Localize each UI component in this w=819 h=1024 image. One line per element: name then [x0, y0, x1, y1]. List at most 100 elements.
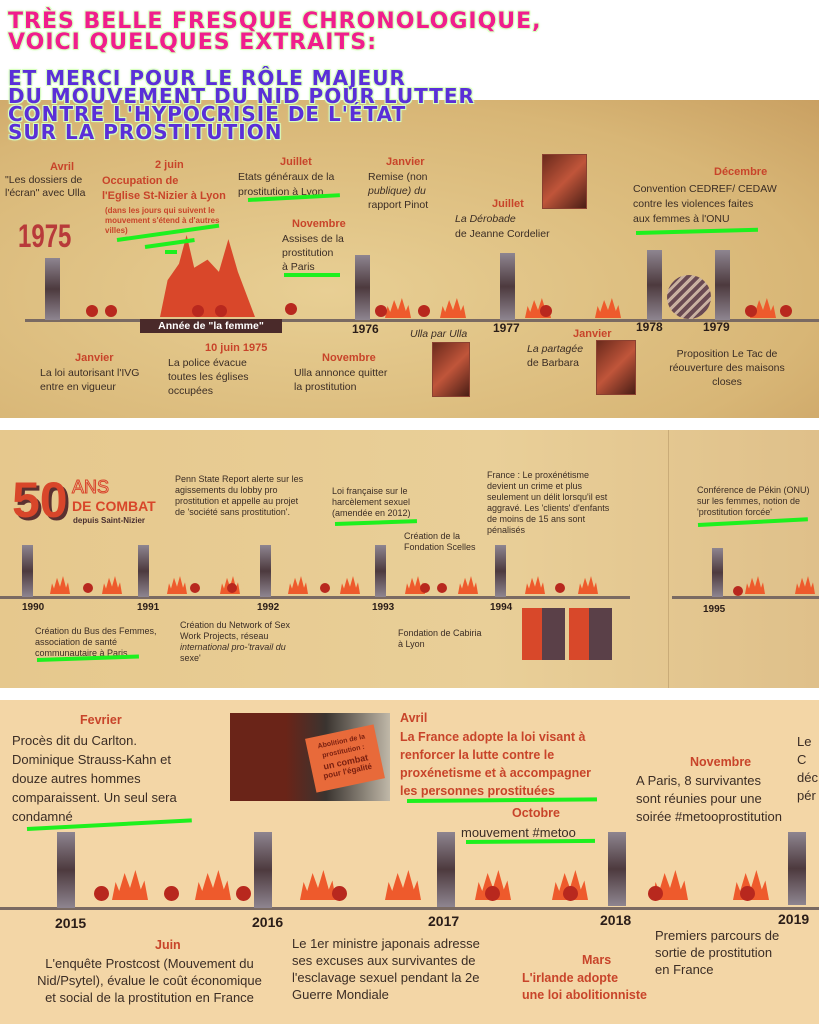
event-dot: [485, 886, 500, 901]
year-label: 1976: [352, 322, 379, 336]
event-month: 10 juin 1975: [205, 342, 268, 354]
cathedral-icon: [50, 576, 70, 594]
event-note: (dans les jours qui suivent le mouvement …: [105, 206, 220, 235]
event-text: Loi française sur le harcèlement sexuel (a…: [332, 486, 411, 518]
year-label: 2019: [778, 911, 810, 927]
event-month: Janvier: [75, 352, 114, 364]
event-text: mouvement #metoo: [461, 825, 576, 840]
year-pillar: [715, 250, 730, 320]
timeline-axis: [672, 596, 819, 599]
cathedral-icon: [300, 870, 336, 900]
year-pillar: [712, 548, 723, 597]
highlight-underline: [635, 227, 759, 235]
year-label: 2015: [55, 915, 87, 931]
subtitle-line: ET MERCI POUR LE RÔLE MAJEUR: [8, 66, 406, 90]
event-dot: [420, 583, 430, 593]
event-month: Janvier: [573, 328, 612, 340]
event-text: Assises de la prostitution à Paris: [282, 233, 344, 273]
cathedral-icon: [525, 576, 545, 594]
year-label: 2017: [428, 913, 460, 929]
cathedral-icon: [195, 870, 231, 900]
year-label: 1977: [493, 321, 520, 335]
event-month: Mars: [582, 953, 612, 967]
event-text: Ulla par Ulla: [410, 328, 468, 340]
event-text: Convention CEDREF/ CEDAW contre les viole…: [633, 183, 777, 225]
event-text: Fondation de Cabiria à Lyon: [398, 628, 482, 649]
event-dot: [375, 305, 387, 317]
cathedral-icon: [385, 870, 421, 900]
event-text: Premiers parcours de sortie de prostituti…: [655, 928, 780, 977]
year-label: 1991: [137, 602, 160, 613]
logo-combat: DE COMBAT: [72, 498, 156, 514]
event-month: Fevrier: [80, 713, 122, 727]
event-dot: [190, 583, 200, 593]
event-text: Création du Bus des Femmes, association d…: [35, 626, 157, 658]
event-text: Le 1er ministre japonais adresse ses excu…: [292, 936, 480, 1002]
event-dot: [236, 886, 251, 901]
event-text: Remise (non publique) du rapport Pinot: [368, 171, 429, 211]
event-month: Juillet: [492, 198, 524, 210]
event-text: Occupation de l'Eglise St-Nizier à Lyon: [102, 175, 226, 202]
event-month: Novembre: [292, 218, 346, 230]
logo-ans: ANS: [71, 477, 110, 497]
event-dot: [733, 586, 743, 596]
event-dot: [648, 886, 663, 901]
year-label: 2016: [252, 914, 284, 930]
event-text: Conférence de Pékin (ONU) sur les femmes,…: [697, 485, 810, 517]
raised-fists-illustration: [522, 608, 612, 660]
cathedral-icon: [288, 576, 308, 594]
event-dot: [437, 583, 447, 593]
year-pillar: [355, 255, 370, 320]
event-text: L'enquête Prostcost (Mouvement du Nid/Psy…: [37, 956, 262, 1005]
event-dot: [740, 886, 755, 901]
event-month: Juin: [155, 938, 181, 952]
year-label: 1994: [490, 602, 513, 613]
year-label: 1990: [22, 602, 45, 613]
striped-circle: [667, 275, 711, 319]
year-label: 2018: [600, 912, 632, 928]
cathedral-icon: [440, 298, 466, 318]
timeline-axis: [0, 907, 819, 910]
cathedral-icon: [795, 576, 815, 594]
protest-sign: Abolition de la prostitution : un combat po…: [305, 724, 385, 793]
event-text: La loi autorisant l'IVG entre en vigueur: [40, 367, 140, 393]
cathedral-icon: [458, 576, 478, 594]
cathedral-icon: [167, 576, 187, 594]
subtitle-line: CONTRE L'HYPOCRISIE DE L'ÉTAT: [8, 102, 407, 126]
year-pillar: [138, 545, 149, 597]
year-label: 1995: [703, 604, 726, 615]
event-dot: [192, 305, 204, 317]
book-cover: [432, 342, 470, 397]
year-label: 1979: [703, 320, 730, 334]
timeline-axis: [0, 596, 630, 599]
subtitle-line: SUR LA PROSTITUTION: [8, 120, 283, 144]
event-text: La partagée de Barbara: [527, 343, 584, 369]
highlight-underline: [334, 519, 418, 526]
event-text: Penn State Report alerte sur les agisseme…: [175, 474, 304, 517]
year-pillar: [500, 253, 515, 320]
cathedral-icon: [385, 298, 411, 318]
cathedral-icon: [112, 870, 148, 900]
event-text: La Dérobade de Jeanne Cordelier: [455, 213, 550, 240]
logo-subtitle: depuis Saint-Nizier: [73, 516, 146, 525]
event-text: Création du Network of Sex Work Projects,…: [180, 620, 291, 663]
title-line: TRÈS BELLE FRESQUE CHRONOLOGIQUE,: [8, 9, 542, 34]
year-pillar: [57, 832, 75, 908]
event-month: Octobre: [512, 806, 560, 820]
event-dot: [105, 305, 117, 317]
cathedral-icon: [102, 576, 122, 594]
event-dot: [780, 305, 792, 317]
event-dot: [332, 886, 347, 901]
event-dot: [164, 886, 179, 901]
highlight-underline: [284, 273, 340, 277]
subtitle-line: DU MOUVEMENT DU NID POUR LUTTER: [8, 84, 475, 108]
event-dot: [227, 583, 237, 593]
portrait-photo: [596, 340, 636, 395]
timeline-photo-1970s: 1975 Année de "la femme" 1976 1977 1978 …: [0, 100, 819, 418]
event-text: L'irlande adopte une loi abolitionniste: [522, 971, 647, 1002]
event-dot: [83, 583, 93, 593]
event-month: Décembre: [714, 166, 768, 178]
event-dot: [555, 583, 565, 593]
cathedral-icon: [745, 576, 765, 594]
